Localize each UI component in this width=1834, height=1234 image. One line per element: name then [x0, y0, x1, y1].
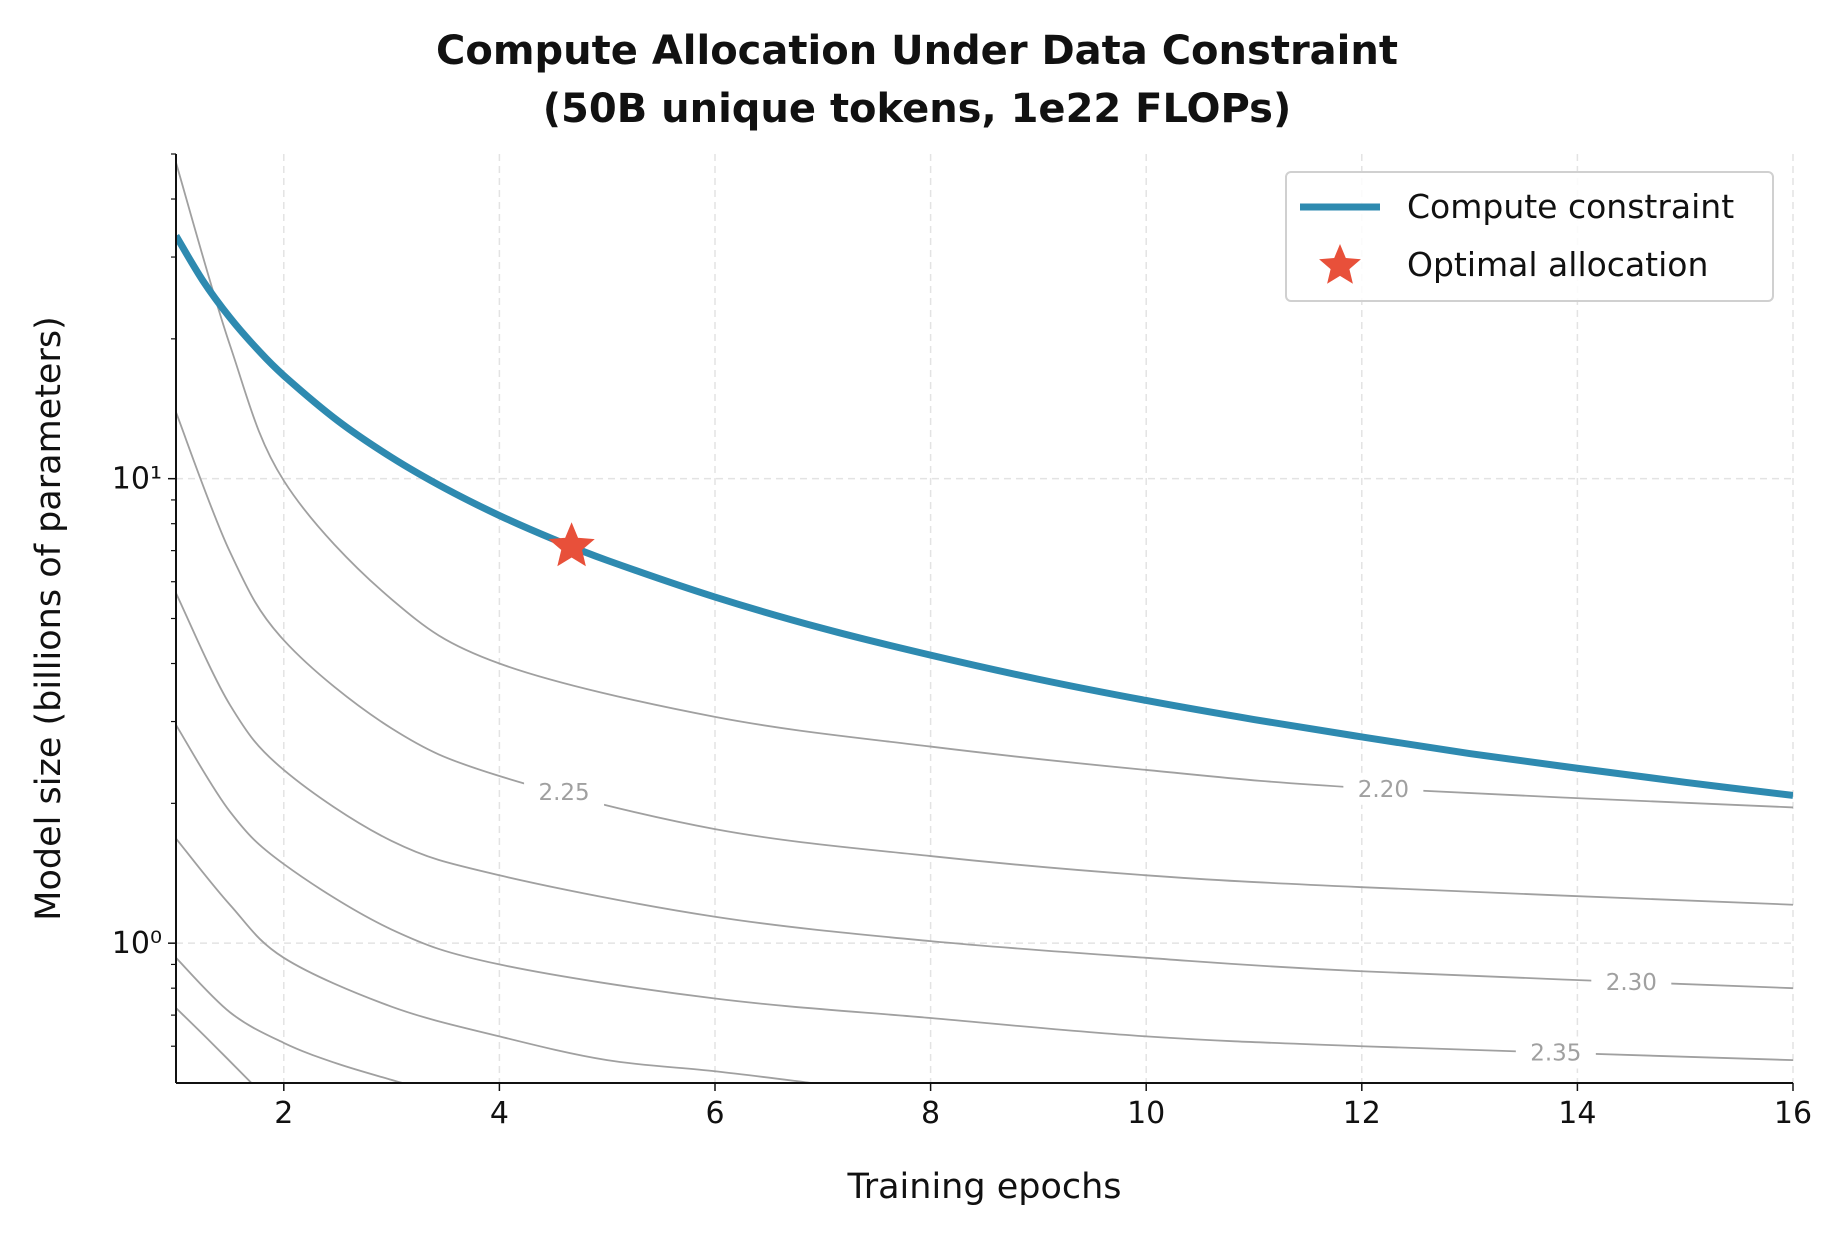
chart-title: Compute Allocation Under Data Constraint…: [436, 28, 1398, 132]
contour-label: 2.35: [1530, 1040, 1581, 1066]
contour-line: [176, 592, 1793, 990]
contour-label: 2.20: [1358, 777, 1409, 803]
legend-label: Compute constraint: [1407, 187, 1734, 226]
x-tick-label: 6: [705, 1096, 724, 1131]
y-tick-label: 10¹: [112, 462, 162, 497]
y-axis-label: Model size (billions of parameters): [29, 316, 69, 920]
x-tick-label: 4: [490, 1096, 509, 1131]
contour-labels: 2.20 2.25 2.30 2.35: [524, 772, 1672, 1069]
legend-star: [1319, 244, 1361, 284]
x-axis-label: Training epochs: [846, 1167, 1121, 1207]
contour-label: 2.25: [538, 780, 589, 806]
plot-area: [176, 162, 1793, 1083]
x-tick-label: 14: [1558, 1096, 1596, 1131]
y-tick-label: 10⁰: [112, 926, 162, 961]
x-tick-label: 8: [921, 1096, 940, 1131]
contour-line: [176, 162, 1793, 809]
series-line: [176, 234, 1793, 799]
contour-label: 2.30: [1606, 970, 1657, 996]
legend-box: [1285, 171, 1774, 302]
x-tick-label: 10: [1127, 1096, 1165, 1131]
contour-label-bg: [1515, 1036, 1596, 1069]
contour-label-bg: [1343, 772, 1424, 805]
x-tick-label: 16: [1774, 1096, 1812, 1131]
contour-line: [176, 411, 1793, 906]
optimal-point: [548, 522, 595, 567]
contour-line: [176, 724, 1793, 1062]
x-tick-label: 12: [1343, 1096, 1381, 1131]
contour-line: [176, 957, 403, 1083]
legend: Compute constraint Optimal allocation: [1285, 171, 1774, 302]
contour-label-bg: [524, 775, 605, 808]
contour-line: [176, 1007, 253, 1083]
legend-label: Optimal allocation: [1407, 245, 1708, 284]
contour-line: [176, 837, 813, 1083]
contour-label-bg: [1591, 965, 1672, 998]
x-tick-label: 2: [274, 1096, 293, 1131]
